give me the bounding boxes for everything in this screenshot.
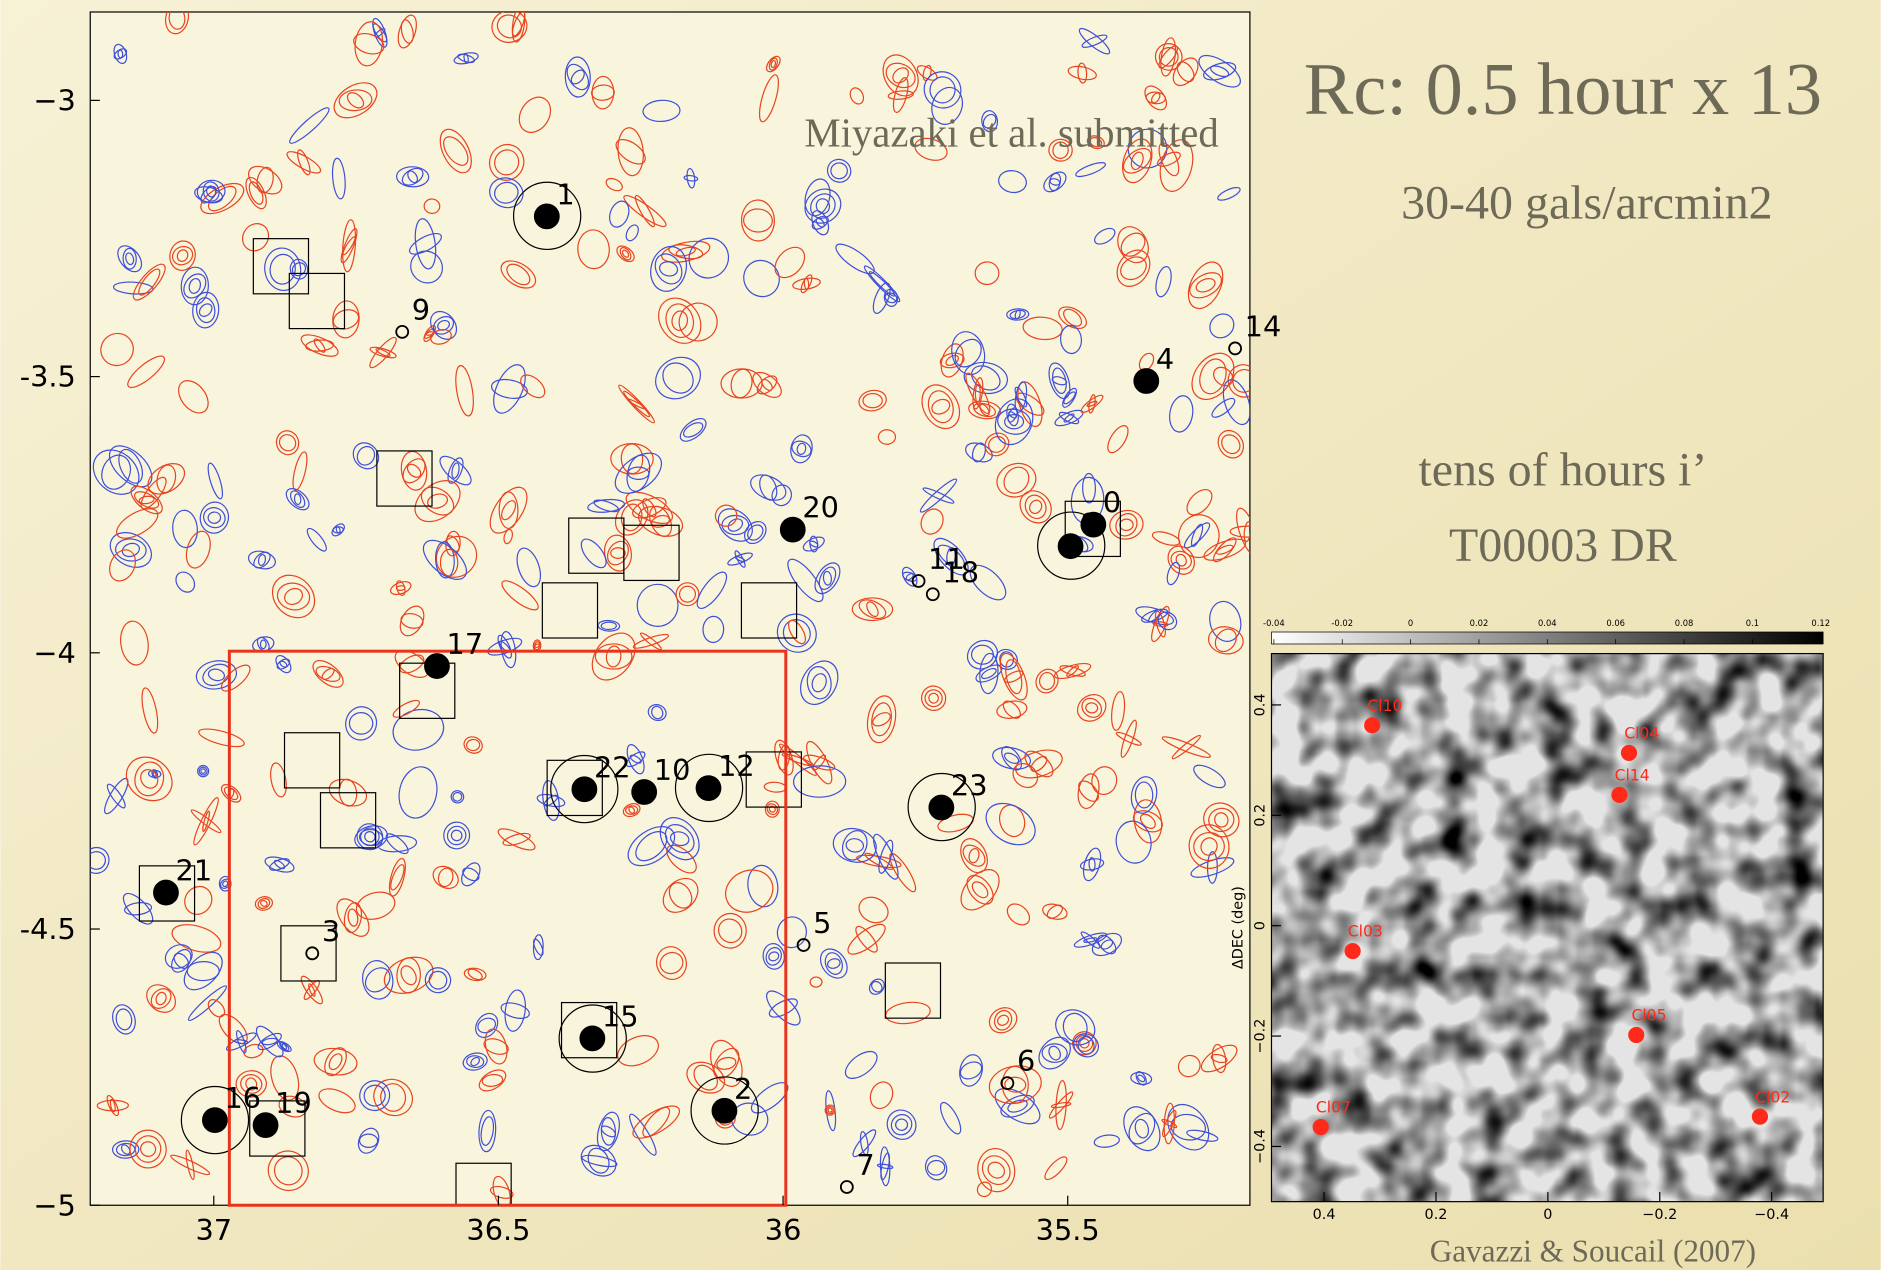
point — [1612, 788, 1626, 802]
x-tick-label: 0.4 — [1313, 1207, 1336, 1223]
point — [1345, 944, 1359, 958]
colorbar-tick-label: -0.02 — [1331, 618, 1353, 628]
point-label: 23 — [951, 768, 988, 802]
point-label: Cl03 — [1348, 923, 1383, 941]
y-tick-label: -3.5 — [20, 360, 76, 394]
point — [154, 881, 178, 905]
credit: Gavazzi & Soucail (2007) — [1430, 1234, 1756, 1269]
point — [203, 1108, 227, 1132]
point-label: 20 — [802, 491, 839, 525]
colorbar-tick-label: 0.1 — [1746, 618, 1759, 628]
point-label: 2 — [734, 1072, 752, 1106]
point — [712, 1099, 736, 1123]
note: T00003 DR — [1449, 519, 1677, 572]
point-label: Cl14 — [1615, 766, 1650, 784]
y-tick-label: 0 — [1252, 921, 1268, 930]
x-tick-label: 35.5 — [1036, 1213, 1100, 1247]
point-label: Cl10 — [1367, 697, 1402, 715]
point-label: 1 — [556, 177, 574, 211]
y-tick-label: −0.2 — [1252, 1019, 1268, 1054]
point-label: 12 — [718, 749, 755, 783]
x-tick-label: −0.2 — [1642, 1207, 1677, 1223]
y-tick-label: −5 — [33, 1188, 75, 1222]
y-tick-label: 0.4 — [1252, 693, 1268, 716]
point-label: Cl02 — [1755, 1088, 1790, 1106]
point-label: 4 — [1156, 342, 1174, 376]
point-label: Cl05 — [1631, 1007, 1666, 1025]
point-label: 17 — [447, 627, 484, 661]
point-label: 0 — [1103, 486, 1121, 520]
point-label: 15 — [602, 999, 639, 1033]
point-label: 8 — [1080, 507, 1098, 541]
point — [1059, 534, 1083, 558]
x-tick-label: 0 — [1543, 1207, 1552, 1223]
point-label: Cl04 — [1624, 725, 1659, 743]
y-tick-label: −3 — [33, 83, 75, 117]
point-label: 19 — [275, 1086, 312, 1120]
point — [1314, 1120, 1328, 1134]
point — [254, 1113, 278, 1137]
point-label: 6 — [1017, 1044, 1035, 1078]
point-label: 3 — [322, 914, 340, 948]
point — [580, 1026, 604, 1050]
x-tick-label: 36 — [765, 1213, 802, 1247]
point — [1753, 1109, 1767, 1123]
point-label: 16 — [225, 1081, 262, 1115]
point — [1134, 369, 1158, 393]
point — [632, 780, 656, 804]
colorbar-tick-label: 0.02 — [1470, 618, 1489, 628]
colorbar-tick-label: 0.04 — [1538, 618, 1557, 628]
slide-subtitle: 30-40 gals/arcmin2 — [1401, 176, 1773, 229]
colorbar-tick-label: 0.08 — [1675, 618, 1694, 628]
slide-title: Rc: 0.5 hour x 13 — [1304, 49, 1822, 131]
colorbar-tick-label: 0 — [1408, 618, 1413, 628]
x-tick-label: 37 — [195, 1213, 232, 1247]
y-tick-label: 0.2 — [1252, 804, 1268, 827]
point — [697, 776, 721, 800]
point-label: 21 — [176, 854, 213, 888]
point-label: 9 — [412, 293, 430, 327]
colorbar-tick-label: -0.04 — [1263, 618, 1285, 628]
point — [929, 795, 953, 819]
y-tick-label: −0.4 — [1252, 1129, 1268, 1164]
point-label: 10 — [654, 753, 691, 787]
point — [1365, 718, 1379, 732]
note: tens of hours i’ — [1418, 444, 1707, 497]
point — [425, 654, 449, 678]
x-tick-label: 36.5 — [466, 1213, 530, 1247]
point — [572, 777, 596, 801]
x-tick-label: −0.4 — [1754, 1207, 1789, 1223]
point — [1629, 1028, 1643, 1042]
y-tick-label: -4.5 — [20, 912, 76, 946]
point-label: Cl07 — [1316, 1099, 1351, 1117]
point — [781, 518, 805, 542]
x-tick-label: 0.2 — [1425, 1207, 1448, 1223]
slide: 3736.53635.5−3-3.5−4-4.5−501234567891011… — [0, 0, 1881, 1270]
point — [535, 204, 559, 228]
y-axis-label: ΔDEC (deg) — [1231, 886, 1247, 969]
point-label: 5 — [813, 906, 831, 940]
point-label: 14 — [1245, 309, 1282, 343]
colorbar-tick-label: 0.06 — [1606, 618, 1625, 628]
point — [1622, 746, 1636, 760]
point-label: 18 — [942, 555, 979, 589]
point-label: 22 — [594, 750, 631, 784]
credit: Miyazaki et al. submitted — [804, 110, 1218, 155]
colorbar-tick-label: 0.12 — [1811, 618, 1830, 628]
y-tick-label: −4 — [33, 636, 75, 670]
point-label: 7 — [856, 1148, 874, 1182]
